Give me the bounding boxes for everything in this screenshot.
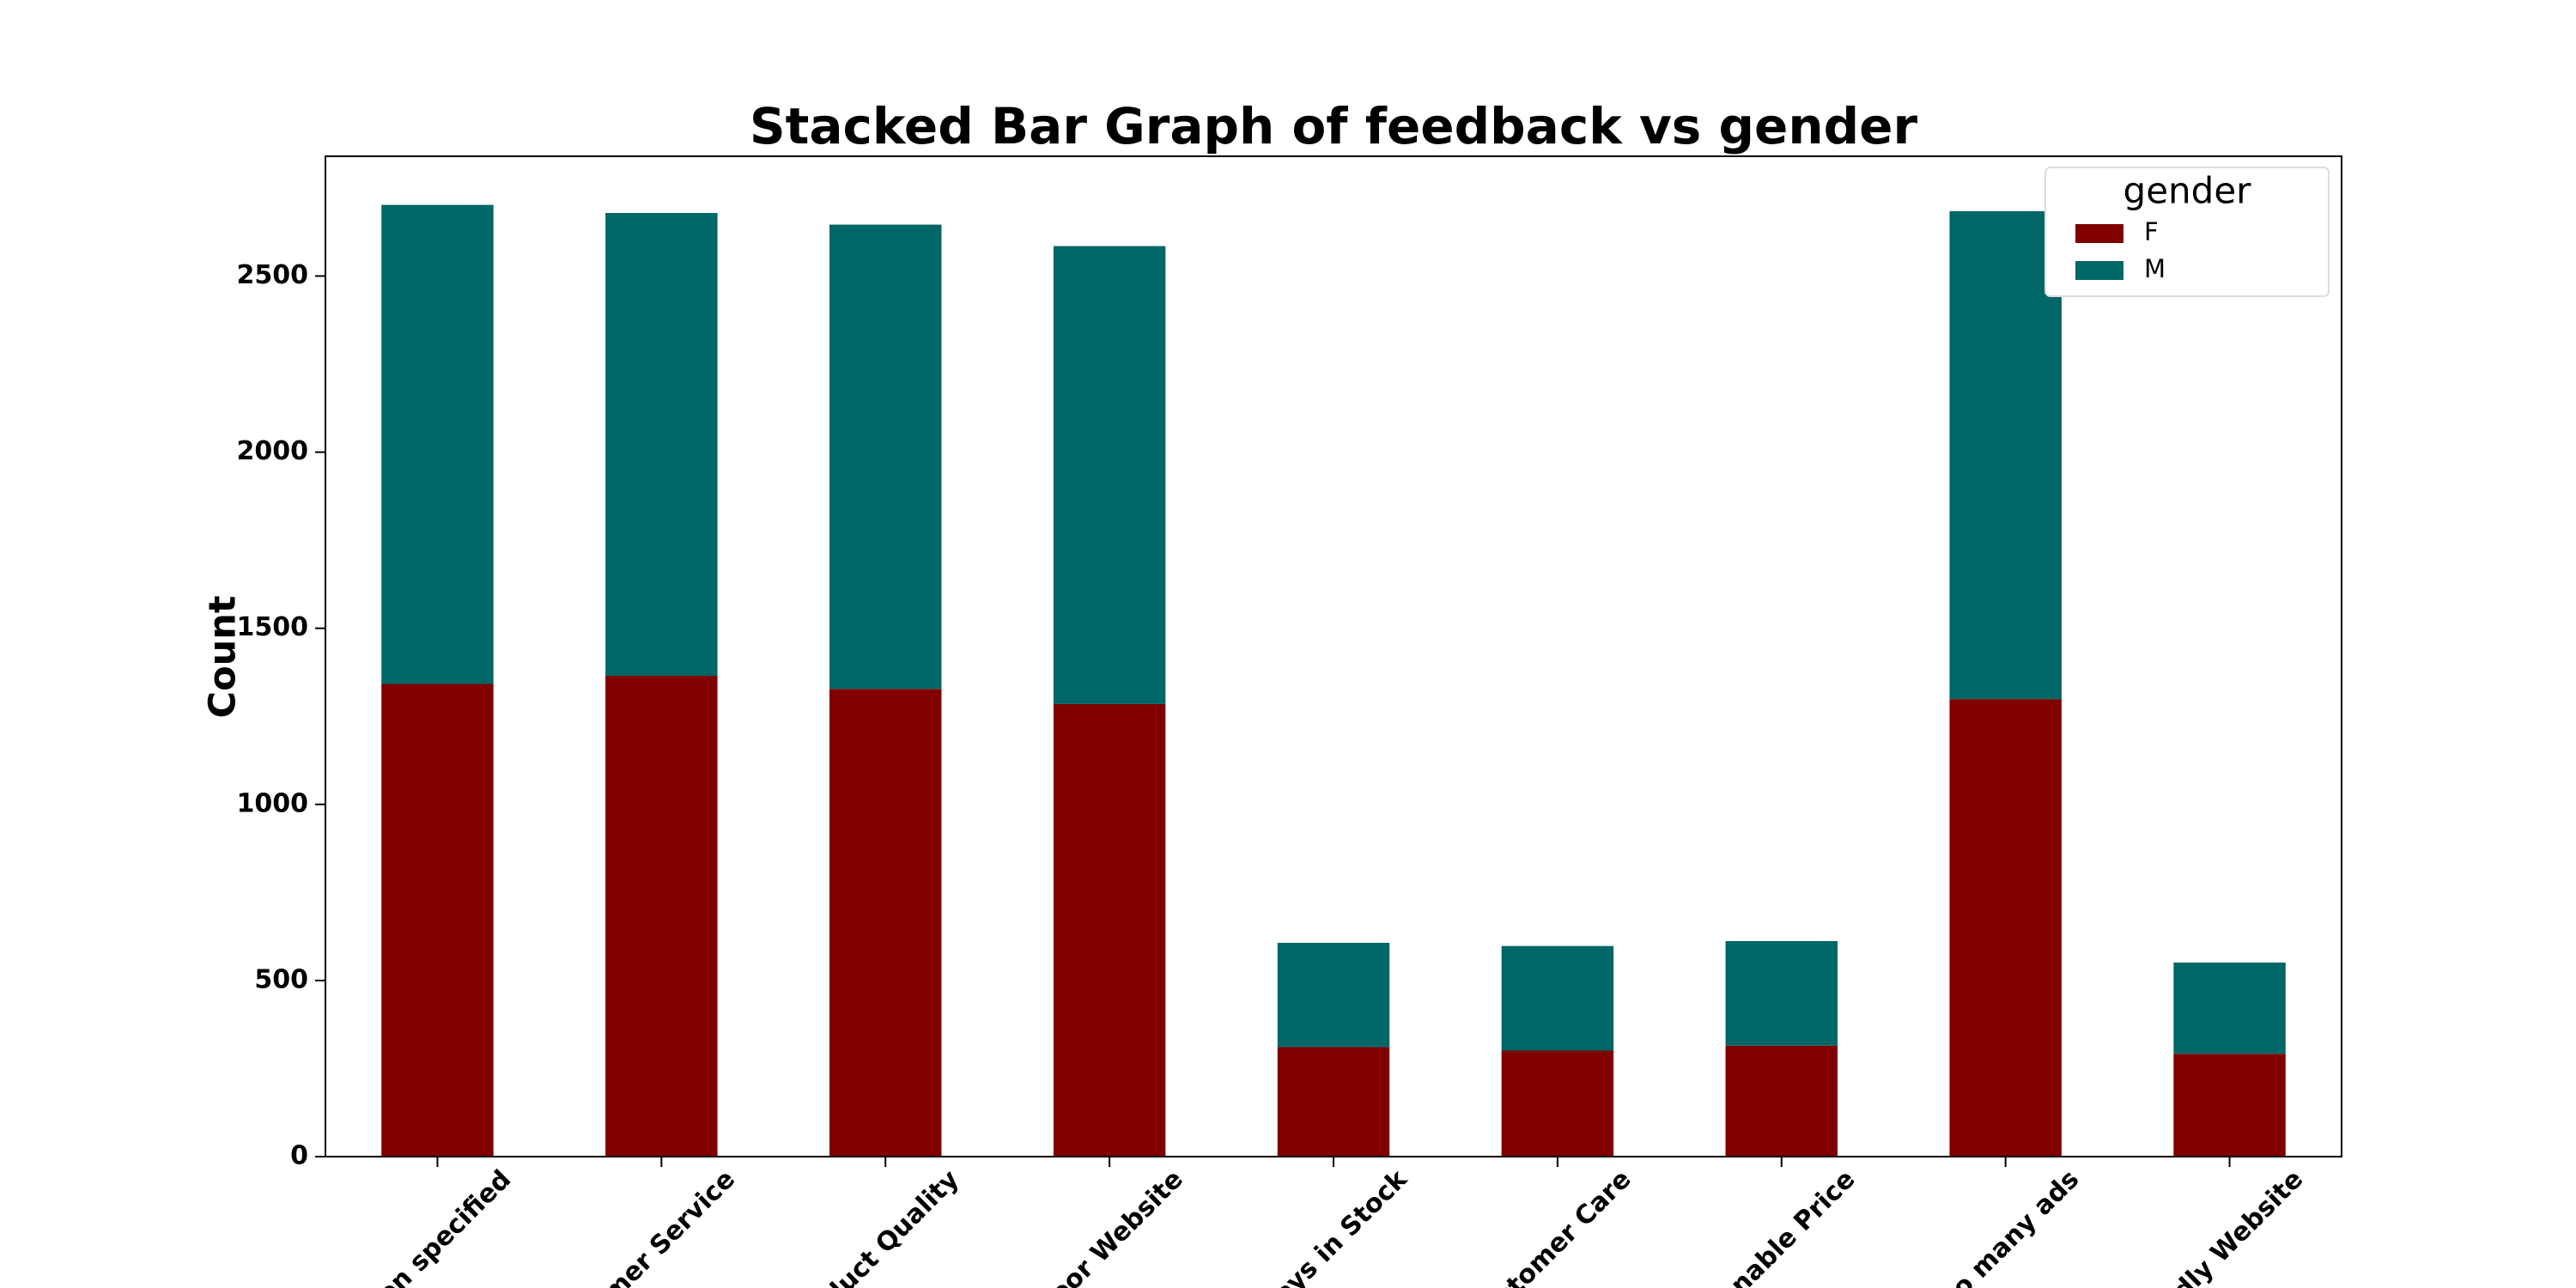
x-tick-label: ways in Stock (1251, 1163, 1413, 1288)
bar-segment (1053, 703, 1166, 1157)
bar-segment (381, 683, 494, 1157)
y-tick-label: 2000 (237, 436, 309, 466)
bar-segment (381, 204, 494, 684)
bar-segment (1949, 210, 2062, 700)
bar-segment (1277, 943, 1390, 1048)
x-tick-label: son specified (361, 1164, 517, 1288)
y-tick-label: 1500 (237, 612, 309, 642)
bar-segment (605, 676, 718, 1157)
legend-swatch (2075, 224, 2123, 243)
legend-title: gender (2123, 170, 2252, 212)
y-tick-label: 500 (254, 964, 308, 994)
bar-segment (1949, 699, 2062, 1157)
bar-segment (2173, 1054, 2286, 1157)
y-tick-label: 2500 (237, 260, 309, 290)
y-tick-label: 0 (290, 1141, 308, 1171)
bar-segment (2173, 962, 2286, 1054)
bar-segment (829, 689, 942, 1157)
bar-segment (1277, 1047, 1390, 1157)
x-tick-label: ndly Website (2154, 1164, 2309, 1288)
bar-segment (1725, 1045, 1838, 1157)
bar-segment (605, 213, 718, 677)
x-tick-label: oduct Quality (805, 1164, 965, 1288)
bar-segment (1501, 1050, 1614, 1157)
x-tick-label: sonable Price (1702, 1164, 1862, 1288)
x-tick-label: Too many ads (1924, 1164, 2086, 1288)
legend-swatch (2075, 261, 2123, 280)
y-tick-label: 1000 (237, 788, 309, 818)
chart-title: Stacked Bar Graph of feedback vs gender (750, 97, 1918, 155)
legend-label: M (2144, 254, 2166, 283)
x-tick-label: tomer Service (576, 1164, 741, 1288)
bar-segment (1053, 246, 1166, 704)
y-axis-label: Count (202, 596, 245, 719)
bar-segment (1501, 945, 1614, 1051)
bar-segment (829, 224, 942, 690)
x-tick-label: Poor Website (1031, 1164, 1189, 1288)
plot-frame (325, 155, 2342, 1157)
x-tick-label: ustomer Care (1477, 1164, 1637, 1288)
legend: gender FM (2044, 167, 2330, 297)
bar-segment (1725, 940, 1838, 1046)
legend-label: F (2144, 217, 2159, 246)
